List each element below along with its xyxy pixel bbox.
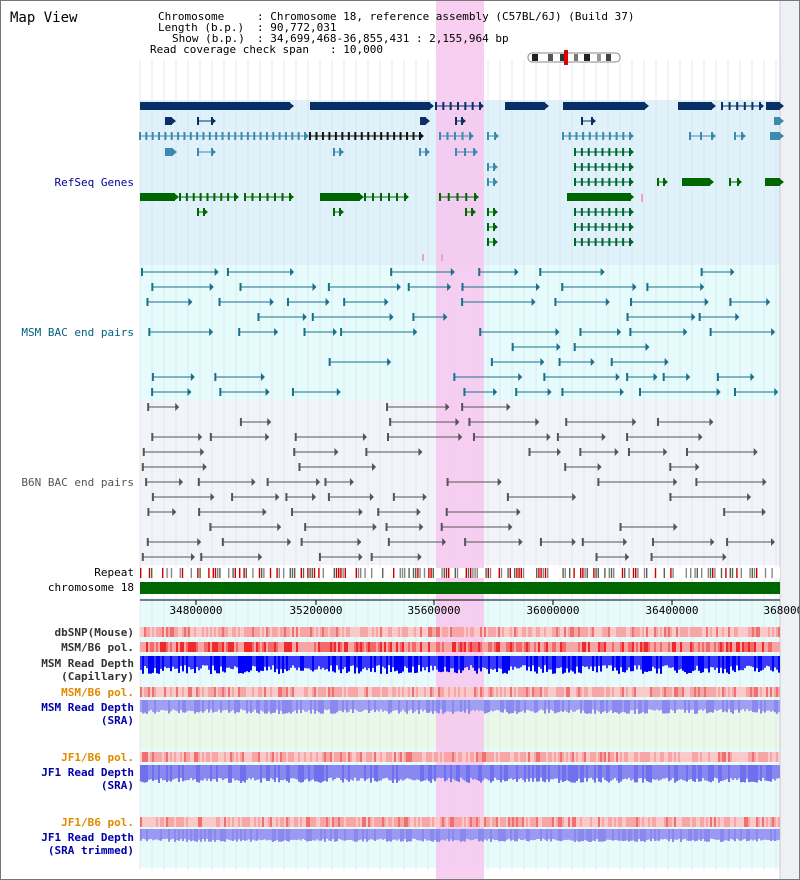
msm-b6-pol-label-2: MSM/B6 pol.: [61, 686, 134, 699]
header-coverage-val: : 10,000: [330, 43, 383, 56]
repeat-label: Repeat: [94, 566, 134, 579]
msm-read-depth-sra-label-2: (SRA): [101, 714, 134, 727]
msm-bac-label: MSM BAC end pairs: [21, 326, 134, 339]
header-length-key: Length (b.p.): [158, 21, 244, 34]
header-show-key: Show (b.p.): [172, 32, 245, 45]
jf1-b6-pol-label-1: JF1/B6 pol.: [61, 751, 134, 764]
axis-tick-label: 34800000: [170, 604, 223, 617]
msm-read-depth-cap-label-2: (Capillary): [61, 670, 134, 683]
axis-tick-label: 36800000: [764, 604, 800, 617]
chromosome-ideogram[interactable]: [527, 50, 621, 65]
header-length-val: : 90,772,031: [257, 21, 336, 34]
axis-tick-label: 36400000: [646, 604, 699, 617]
read-depth-tracks[interactable]: [140, 656, 780, 842]
b6n-bac-track[interactable]: [141, 403, 775, 561]
selection-highlight[interactable]: [436, 0, 484, 880]
position-axis: 34800000 35200000 35600000 36000000 3640…: [140, 599, 800, 617]
msm-bac-track[interactable]: [141, 268, 779, 396]
jf1-read-depth-trim-label-1: JF1 Read Depth: [41, 831, 134, 844]
refseq-genes-track[interactable]: [139, 102, 784, 261]
polymorphism-heat-tracks[interactable]: [140, 627, 780, 827]
axis-tick-label: 35600000: [408, 604, 461, 617]
dbsnp-label: dbSNP(Mouse): [55, 626, 134, 639]
repeat-track[interactable]: [140, 568, 780, 578]
chromosome-bar[interactable]: [140, 582, 780, 594]
msm-read-depth-sra-label-1: MSM Read Depth: [41, 701, 134, 714]
right-edge: [780, 0, 800, 880]
jf1-read-depth-sra-label-2: (SRA): [101, 779, 134, 792]
header-chromosome-val: : Chromosome 18, reference assembly (C57…: [257, 10, 635, 23]
jf1-read-depth-trim-label-2: (SRA trimmed): [48, 844, 134, 857]
b6n-bac-label: B6N BAC end pairs: [21, 476, 134, 489]
header-chromosome-key: Chromosome: [158, 10, 224, 23]
axis-tick-label: 36000000: [527, 604, 580, 617]
page-title: Map View: [10, 10, 78, 26]
chromosome-label: chromosome 18: [48, 581, 134, 594]
header-show-val: : 34,699,468-36,855,431 : 2,155,964 bp: [257, 32, 509, 45]
jf1-b6-pol-label-2: JF1/B6 pol.: [61, 816, 134, 829]
jf1-read-depth-sra-label-1: JF1 Read Depth: [41, 766, 134, 779]
gridlines: [139, 60, 777, 870]
refseq-genes-label: RefSeq Genes: [55, 176, 134, 189]
msm-read-depth-cap-label-1: MSM Read Depth: [41, 657, 134, 670]
axis-tick-label: 35200000: [290, 604, 343, 617]
msm-b6-pol-label-1: MSM/B6 pol.: [61, 641, 134, 654]
header-coverage-key: Read coverage check span: [150, 43, 309, 56]
ideogram-position-marker: [564, 50, 568, 65]
